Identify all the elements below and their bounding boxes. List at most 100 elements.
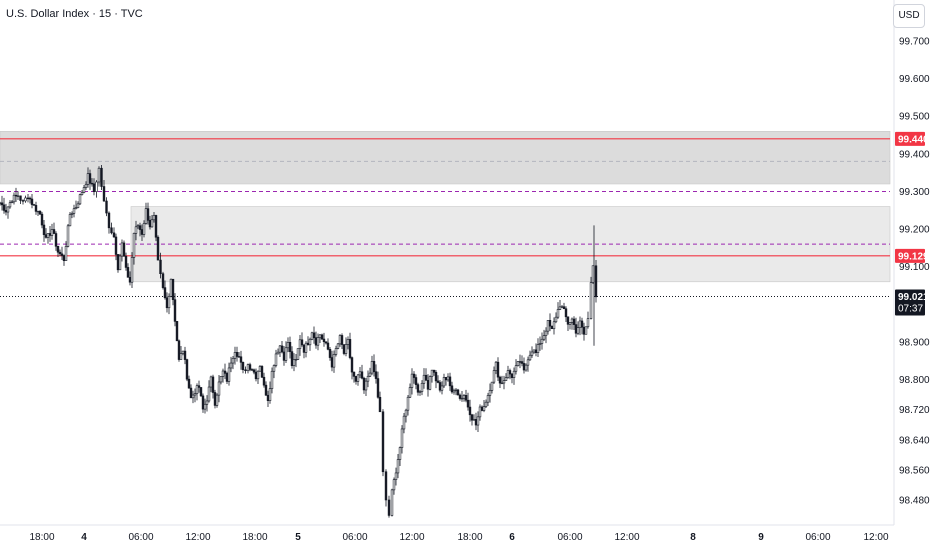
candle-body	[344, 344, 348, 354]
candle-body	[330, 357, 334, 368]
candle-body	[430, 369, 434, 377]
candle-body	[420, 382, 424, 392]
price-tick-label: 99.600	[899, 74, 930, 85]
candle-body	[193, 393, 197, 396]
candle-body	[21, 200, 25, 202]
candle-body	[428, 376, 432, 390]
time-tick-label: 06:00	[128, 532, 153, 543]
candle-body	[16, 195, 20, 197]
candle-body	[568, 322, 572, 325]
candle-body	[586, 318, 590, 328]
candle-body	[500, 382, 504, 385]
candle-body	[406, 396, 410, 411]
candle-body	[358, 371, 362, 376]
candle-body	[482, 406, 486, 411]
candle-body	[252, 369, 256, 373]
candle-body	[213, 392, 217, 406]
candle-body	[589, 282, 593, 319]
candle-body	[324, 341, 328, 344]
candle-body	[116, 254, 120, 271]
candle-body	[582, 326, 586, 335]
candle-body	[464, 395, 468, 401]
candle-body	[126, 267, 130, 278]
candle-body	[50, 229, 54, 236]
price-label-box	[895, 131, 925, 146]
price-tick-label: 98.560	[899, 465, 930, 476]
candle-body	[4, 210, 8, 213]
candle-body	[374, 371, 378, 379]
candle-body	[221, 370, 225, 377]
candle-body	[173, 299, 177, 322]
candle-body	[197, 385, 201, 388]
time-tick-label: 12:00	[863, 532, 888, 543]
currency-button[interactable]: USD	[893, 4, 925, 28]
candle-body	[490, 381, 494, 391]
candle-body	[440, 385, 444, 391]
candle-body	[152, 215, 156, 221]
candle-body	[72, 208, 76, 214]
candle-body	[328, 349, 332, 358]
candle-body	[412, 373, 416, 378]
candle-body	[296, 348, 300, 360]
candle-body	[288, 342, 292, 352]
candle-body	[258, 366, 262, 372]
candle-body	[306, 342, 310, 346]
candle-body	[183, 350, 187, 360]
candle-body	[572, 318, 576, 325]
candle-body	[462, 395, 466, 399]
candle-body	[268, 388, 272, 401]
candle-body	[402, 415, 406, 430]
candle-body	[34, 205, 38, 212]
candle-body	[446, 376, 450, 381]
candle-body	[138, 225, 142, 230]
candle-body	[476, 416, 480, 426]
candle-body	[54, 233, 58, 247]
candle-body	[526, 359, 530, 366]
candle-body	[352, 371, 356, 377]
candle-body	[478, 406, 482, 418]
candle-body	[159, 259, 162, 275]
candle-body	[223, 370, 227, 374]
zones-layer	[0, 130, 891, 283]
candle-body	[282, 351, 286, 361]
candle-body	[100, 167, 103, 187]
candle-body	[422, 374, 426, 384]
candle-body	[506, 370, 510, 378]
candle-body	[52, 229, 56, 234]
candle-body	[254, 371, 258, 380]
candle-body	[336, 343, 340, 349]
candle-body	[62, 255, 66, 261]
candle-body	[452, 390, 456, 393]
candle-body	[550, 325, 554, 330]
candle-body	[536, 344, 540, 353]
candle-body	[556, 309, 560, 318]
candle-body	[70, 213, 74, 215]
candle-body	[418, 391, 422, 393]
candle-body	[364, 380, 368, 391]
candle-body	[346, 339, 350, 345]
candle-body	[381, 411, 385, 473]
candle-body	[136, 225, 140, 228]
candle-body	[332, 354, 336, 368]
candle-body	[229, 362, 233, 369]
candle-body	[266, 394, 270, 401]
candle-body	[404, 409, 408, 417]
price-tick-label: 99.400	[899, 149, 930, 160]
candle-body	[432, 369, 436, 373]
candle-body	[92, 183, 96, 192]
candle-body	[118, 255, 122, 271]
candle-body	[114, 236, 118, 255]
candle-body	[185, 359, 189, 380]
candle-body	[560, 306, 564, 308]
candle-body	[120, 242, 124, 257]
candle-body	[14, 194, 18, 197]
candle-body	[248, 364, 252, 370]
candle-body	[270, 370, 274, 389]
time-tick-label: 06:00	[342, 532, 367, 543]
candle-body	[392, 479, 396, 491]
candle-body	[284, 347, 288, 361]
candle-body	[278, 345, 282, 353]
candle-body	[95, 181, 98, 192]
